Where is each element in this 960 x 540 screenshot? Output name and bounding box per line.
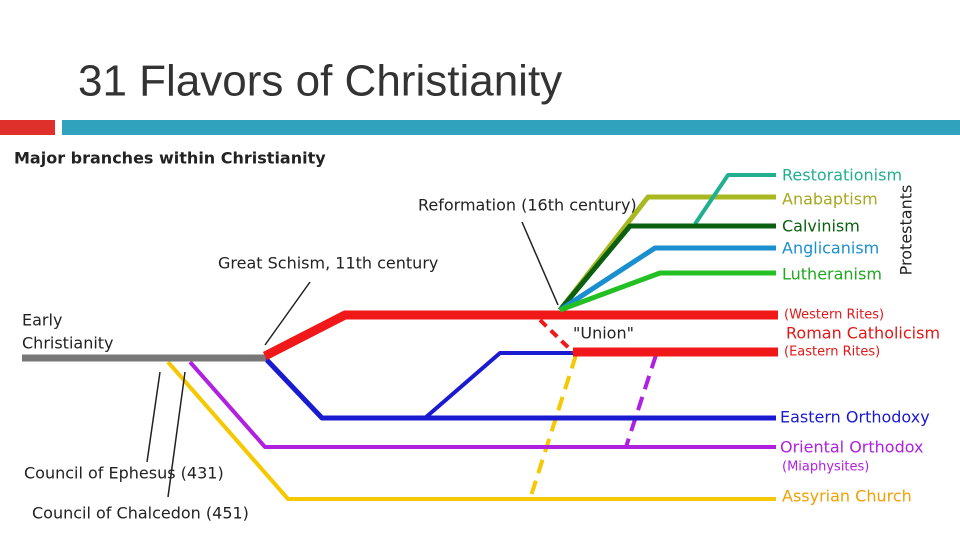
union-label: "Union" [573,324,634,343]
oriental-line [188,360,776,449]
union-dash [538,318,575,354]
anglicanism-line [558,245,776,313]
branch-label: Roman Catholicism [786,324,940,343]
callout [521,221,559,306]
union-dash [528,354,578,500]
branch-label: Calvinism [782,217,860,236]
calvinism-line [558,223,776,312]
branch-lines [22,173,778,501]
branch-note: (Miaphysites) [782,460,869,475]
branch-label: Oriental Orthodox [780,438,924,457]
catholic-line [262,310,778,361]
branch-label: Eastern Orthodoxy [780,408,930,427]
root-label: Christianity [22,334,114,353]
branch-label: Anglicanism [782,239,879,258]
branch-label: Assyrian Church [782,487,912,506]
group-label: Protestants [897,185,916,276]
callout [264,281,311,346]
assyrian-line [166,360,776,501]
restorationism-line [693,173,776,226]
callout [167,371,186,498]
branch-label: Lutheranism [782,265,882,284]
root-label: Early [22,311,62,330]
event-label: Reformation (16th century) [418,196,637,215]
diagram-heading: Major branches within Christianity [14,149,326,168]
slide-title: 31 Flavors of Christianity [78,57,562,106]
branch-label: Anabaptism [782,190,878,209]
branch-note: (Western Rites) [784,308,884,323]
branch-note: (Eastern Rites) [784,345,880,360]
orthodox-branch [423,351,575,420]
event-label: Council of Ephesus (431) [24,464,224,483]
union-dash [624,354,658,448]
callout [146,371,161,463]
accent-bar [62,120,960,135]
orthodox-line [263,356,776,421]
branch-label: Restorationism [782,166,902,185]
lutheranism-line [559,270,776,313]
event-label: Council of Chalcedon (451) [32,504,249,523]
event-label: Great Schism, 11th century [218,254,438,273]
accent-bar [0,120,55,135]
